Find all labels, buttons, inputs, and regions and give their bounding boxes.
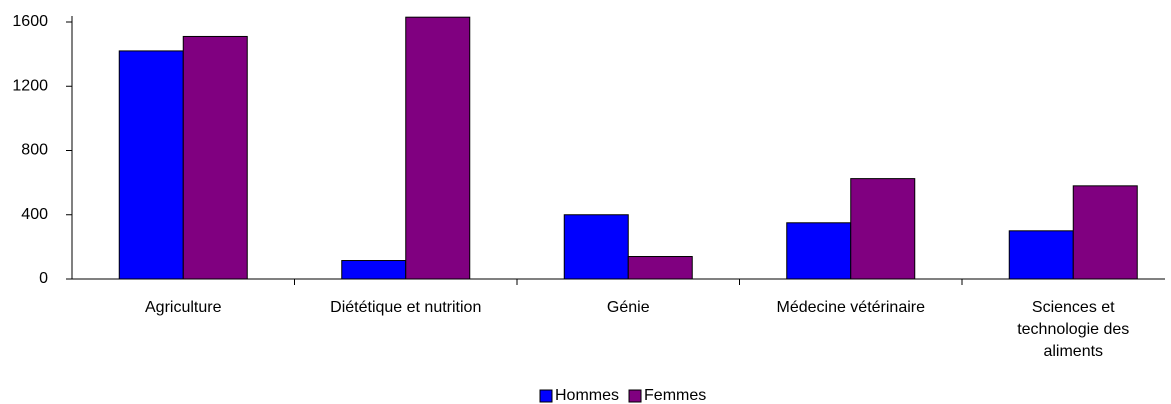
- bar: [1008, 230, 1074, 280]
- bar: [627, 256, 693, 280]
- x-tick-label: Diététique et nutrition: [330, 299, 482, 316]
- bar: [786, 222, 852, 280]
- legend-label: Femmes: [644, 387, 706, 404]
- x-tick-label: Sciences et technologie des aliments: [1017, 299, 1130, 360]
- y-tick-label: 400: [21, 206, 48, 223]
- x-tick-label: Génie: [606, 299, 650, 316]
- legend-swatch: [539, 389, 553, 403]
- bar: [850, 178, 916, 280]
- bar: [182, 35, 248, 280]
- y-tick-label: 800: [21, 142, 48, 159]
- plot-area: [118, 16, 1138, 280]
- x-tick-label: Agriculture: [145, 299, 222, 316]
- y-tick-label: 0: [39, 270, 48, 287]
- bar: [1072, 185, 1138, 280]
- y-tick-label: 1200: [12, 77, 48, 94]
- bar: [118, 50, 184, 280]
- bar: [563, 214, 629, 280]
- legend-label: Hommes: [555, 387, 619, 404]
- y-tick-label: 1600: [12, 13, 48, 30]
- bar: [405, 16, 471, 280]
- x-tick-label: Médecine vétérinaire: [776, 299, 926, 316]
- legend-swatch: [628, 389, 642, 403]
- bar: [341, 260, 407, 280]
